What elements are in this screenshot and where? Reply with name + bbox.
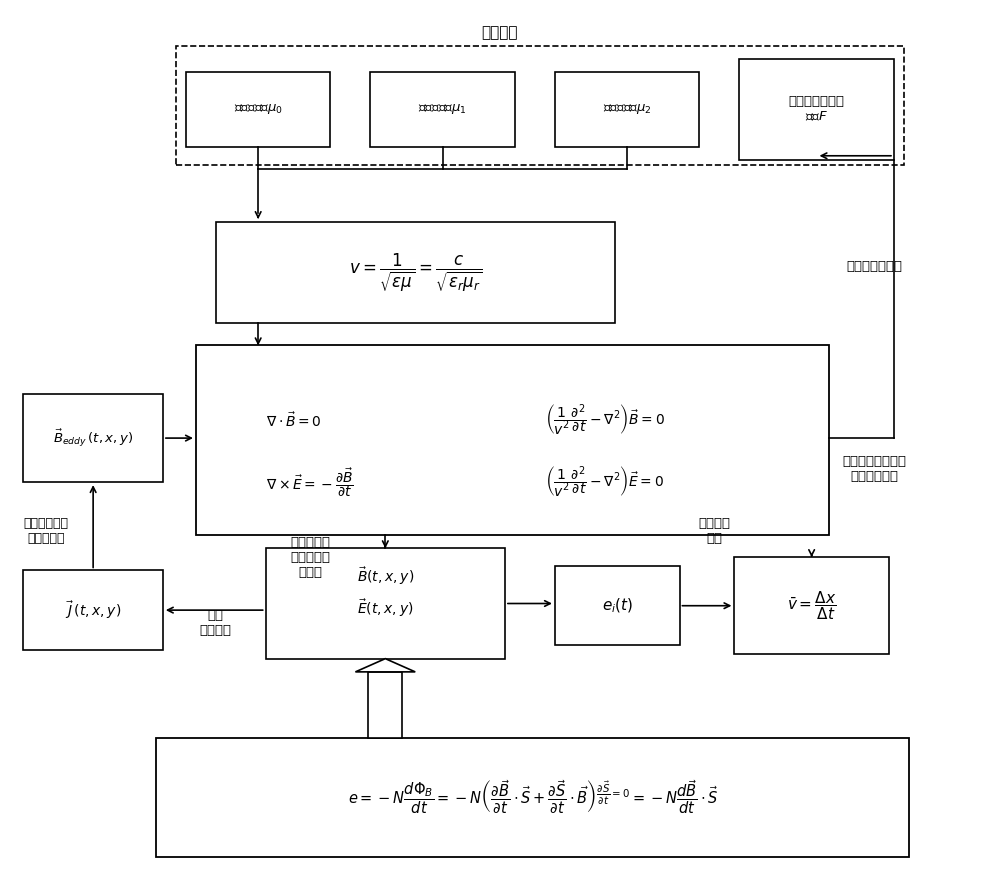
FancyBboxPatch shape (23, 394, 163, 482)
FancyBboxPatch shape (368, 672, 402, 738)
Text: $\left(\dfrac{1}{v^2}\dfrac{\partial^2}{\partial t} - \nabla^2\right)\vec{B} = 0: $\left(\dfrac{1}{v^2}\dfrac{\partial^2}{… (545, 403, 665, 438)
FancyBboxPatch shape (176, 45, 904, 165)
Text: $v = \dfrac{1}{\sqrt{\varepsilon\mu}} = \dfrac{c}{\sqrt{\varepsilon_r\mu_r}}$: $v = \dfrac{1}{\sqrt{\varepsilon\mu}} = … (349, 251, 482, 294)
Text: 等效电流产生
的附加磁场: 等效电流产生 的附加磁场 (24, 517, 69, 545)
Text: $\nabla \times \vec{E} = -\dfrac{\partial \vec{B}}{\partial t}$: $\nabla \times \vec{E} = -\dfrac{\partia… (266, 466, 354, 498)
Text: $e = -N\dfrac{d\Phi_B}{dt} = -N\left(\dfrac{\partial\vec{B}}{\partial t}\cdot\ve: $e = -N\dfrac{d\Phi_B}{dt} = -N\left(\df… (348, 779, 718, 816)
Text: $\nabla \cdot \vec{B} = 0$: $\nabla \cdot \vec{B} = 0$ (266, 412, 321, 430)
Text: $\bar{v} = \dfrac{\Delta x}{\Delta t}$: $\bar{v} = \dfrac{\Delta x}{\Delta t}$ (787, 589, 836, 622)
Text: 壳体磁导率$\mu_2$: 壳体磁导率$\mu_2$ (603, 103, 652, 117)
FancyBboxPatch shape (23, 571, 163, 650)
Text: 求解域各点不满足
电磁平衡方程: 求解域各点不满足 电磁平衡方程 (842, 455, 906, 483)
FancyBboxPatch shape (266, 549, 505, 658)
FancyBboxPatch shape (156, 738, 909, 858)
Text: 求解域各点
满足电磁平
衡方程: 求解域各点 满足电磁平 衡方程 (291, 535, 331, 579)
Text: 空气磁导率$\mu_0$: 空气磁导率$\mu_0$ (234, 103, 283, 117)
Text: $\vec{B}(t,x,y)$
$\vec{E}(t,x,y)$: $\vec{B}(t,x,y)$ $\vec{E}(t,x,y)$ (357, 566, 414, 619)
FancyBboxPatch shape (555, 566, 680, 645)
FancyBboxPatch shape (739, 58, 894, 160)
Text: 多区间法
测定: 多区间法 测定 (698, 517, 730, 545)
FancyBboxPatch shape (370, 72, 515, 147)
FancyBboxPatch shape (734, 558, 889, 654)
Text: $e_i(t)$: $e_i(t)$ (602, 596, 633, 615)
Text: 弹丸磁导率$\mu_1$: 弹丸磁导率$\mu_1$ (418, 103, 467, 117)
Text: $\vec{B}_{eddy}\,(t,x,y)$: $\vec{B}_{eddy}\,(t,x,y)$ (53, 427, 133, 449)
Text: $\vec{J}\,(t,x,y)$: $\vec{J}\,(t,x,y)$ (65, 599, 121, 621)
FancyBboxPatch shape (196, 345, 829, 535)
Text: 附加速燃药等效
推力$F$: 附加速燃药等效 推力$F$ (789, 96, 845, 124)
FancyBboxPatch shape (186, 72, 330, 147)
Text: 输入参数: 输入参数 (482, 25, 518, 40)
FancyBboxPatch shape (555, 72, 699, 147)
FancyBboxPatch shape (216, 222, 615, 323)
Text: 涡流
等效电流: 涡流 等效电流 (200, 610, 232, 637)
Text: 插值获得磁导率: 插值获得磁导率 (846, 259, 902, 273)
Polygon shape (355, 658, 415, 672)
Text: $\left(\dfrac{1}{v^2}\dfrac{\partial^2}{\partial t} - \nabla^2\right)\vec{E} = 0: $\left(\dfrac{1}{v^2}\dfrac{\partial^2}{… (545, 465, 664, 500)
